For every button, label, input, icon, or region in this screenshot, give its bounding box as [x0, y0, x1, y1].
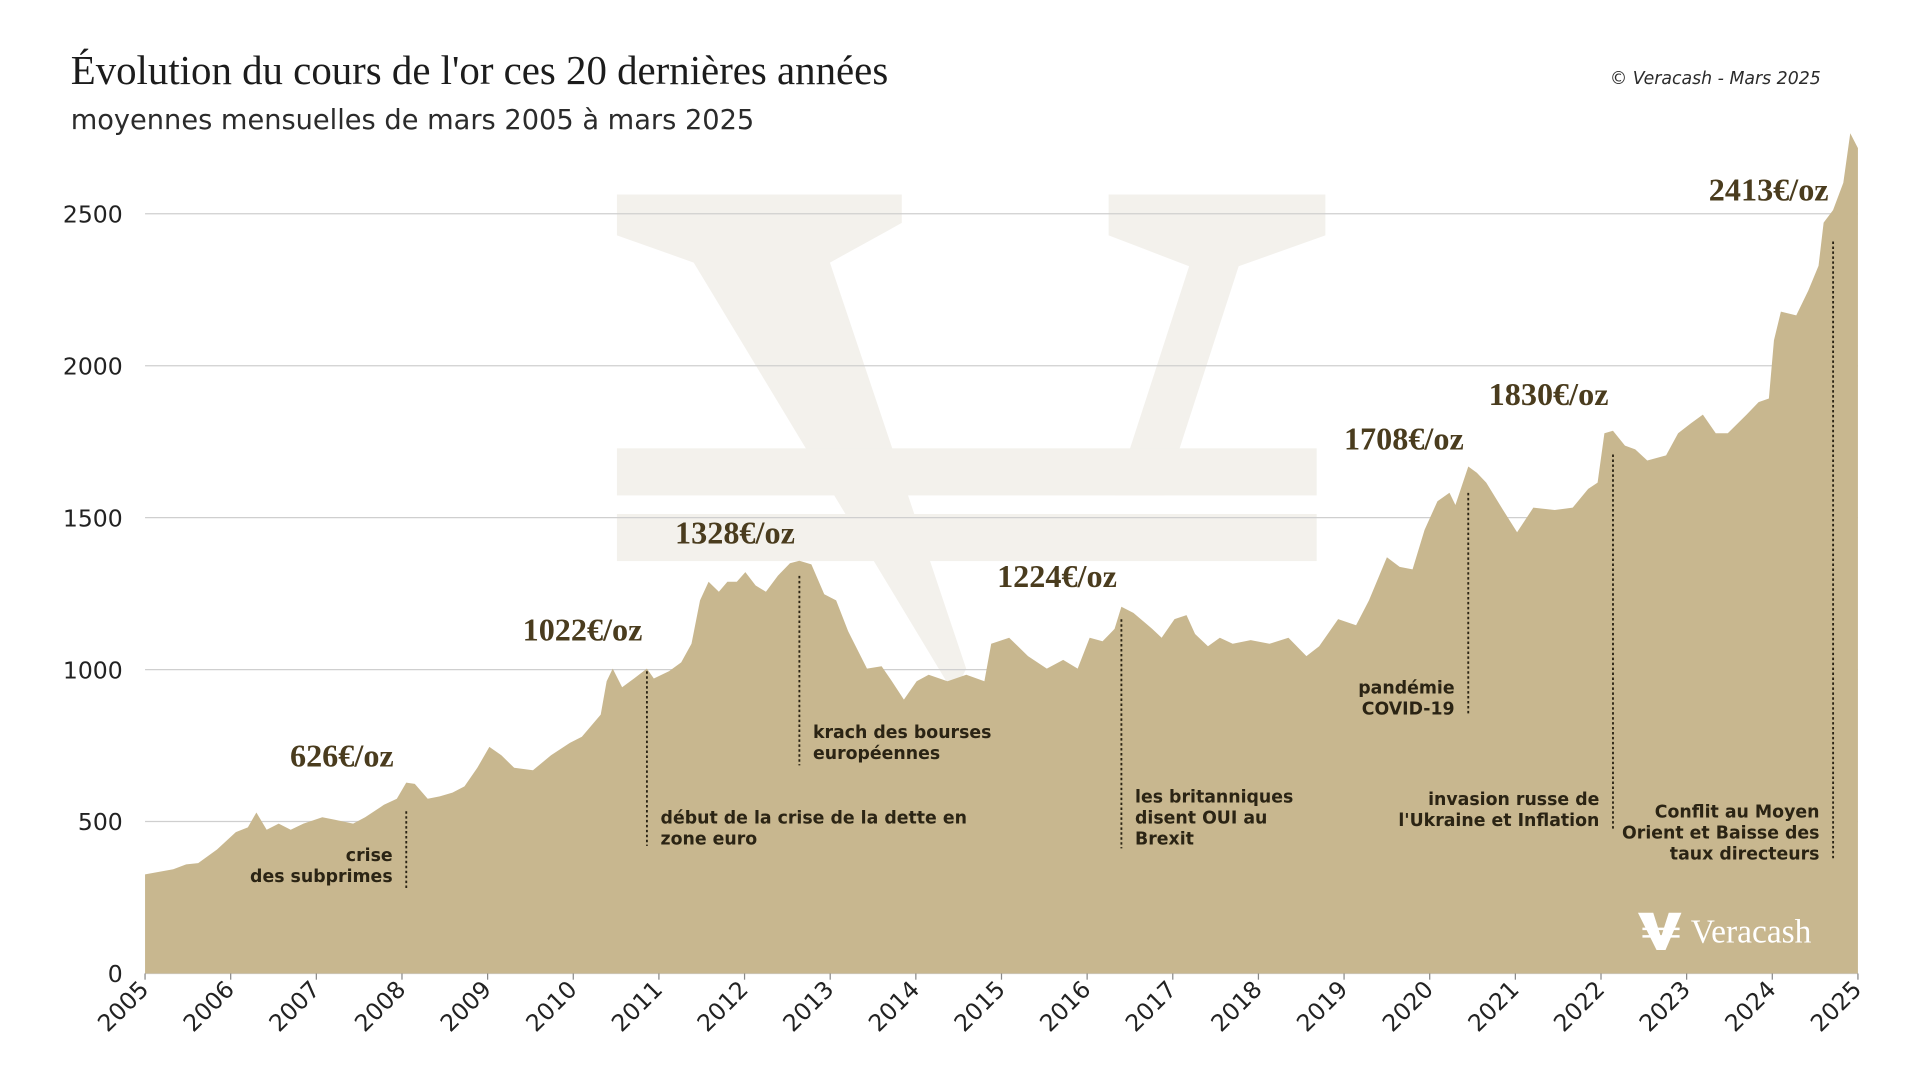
x-tick-label: 2024: [1719, 975, 1781, 1037]
x-tick-label: 2012: [692, 975, 754, 1037]
x-tick-label: 2007: [263, 975, 325, 1037]
annotation-text: krach des bourses: [813, 723, 991, 743]
x-tick-label: 2017: [1120, 975, 1182, 1037]
price-label: 1830€/oz: [1489, 376, 1609, 412]
watermark: [616, 194, 1326, 694]
x-tick-label: 2025: [1805, 975, 1867, 1037]
watermark-shape: [1108, 194, 1326, 496]
annotation-text: taux directeurs: [1670, 845, 1820, 865]
annotation-text: les britanniques: [1135, 788, 1293, 808]
annotation-text: des subprimes: [250, 867, 393, 887]
x-tick-label: 2016: [1034, 975, 1096, 1037]
y-tick-label: 0: [108, 960, 123, 988]
chart-title: Évolution du cours de l'or ces 20 derniè…: [71, 48, 889, 93]
x-tick-label: 2013: [777, 975, 839, 1037]
logo: Veracash: [1637, 912, 1812, 951]
x-tick-label: 2021: [1462, 975, 1524, 1037]
x-tick-label: 2020: [1377, 975, 1439, 1037]
x-tick-label: 2011: [606, 975, 668, 1037]
y-tick-label: 2500: [63, 200, 123, 228]
price-label: 1708€/oz: [1344, 421, 1464, 457]
y-tick-label: 2000: [63, 352, 123, 380]
annotation-text: COVID-19: [1362, 700, 1455, 720]
y-tick-label: 1500: [63, 504, 123, 532]
logo-text: Veracash: [1691, 914, 1812, 951]
x-tick-label: 2019: [1291, 975, 1353, 1037]
annotation-text: pandémie: [1358, 679, 1454, 699]
source: © Veracash - Mars 2025: [1610, 69, 1821, 89]
price-label: 1022€/oz: [523, 611, 643, 647]
annotation-text: européennes: [813, 744, 940, 764]
x-tick-label: 2008: [349, 975, 411, 1037]
price-label: 1328€/oz: [675, 515, 795, 551]
price-label: 1224€/oz: [997, 558, 1117, 594]
x-tick-label: 2022: [1548, 975, 1610, 1037]
x-tick-label: 2005: [92, 975, 154, 1037]
annotation-text: invasion russe de: [1428, 790, 1599, 810]
x-tick-label: 2023: [1634, 975, 1696, 1037]
annotation-text: Conflit au Moyen: [1655, 802, 1820, 822]
logo-icon: [1637, 912, 1682, 950]
plot: [145, 133, 1858, 974]
y-tick-label: 500: [78, 808, 123, 836]
annotation-text: Brexit: [1135, 830, 1194, 850]
x-tick-label: 2018: [1205, 975, 1267, 1037]
watermark-shape: [616, 194, 967, 694]
chart-subtitle: moyennes mensuelles de mars 2005 à mars …: [71, 105, 755, 136]
x-tick-label: 2014: [863, 975, 925, 1037]
annotation-text: l'Ukraine et Inflation: [1398, 811, 1599, 831]
x-tick-label: 2009: [435, 975, 497, 1037]
annotation-text: zone euro: [661, 830, 758, 850]
annotation-text: Orient et Baisse des: [1622, 823, 1819, 843]
price-label: 626€/oz: [290, 738, 394, 774]
y-tick-label: 1000: [63, 656, 123, 684]
x-tick-label: 2006: [178, 975, 240, 1037]
watermark-shape: [616, 513, 1317, 562]
watermark-shape: [616, 448, 1317, 496]
annotation-text: début de la crise de la dette en: [661, 809, 967, 829]
annotation-text: disent OUI au: [1135, 809, 1267, 829]
annotation-text: crise: [346, 846, 393, 866]
x-tick-label: 2010: [520, 975, 582, 1037]
x-tick-label: 2015: [949, 975, 1011, 1037]
area: [145, 133, 1858, 974]
price-label: 2413€/oz: [1709, 172, 1829, 208]
